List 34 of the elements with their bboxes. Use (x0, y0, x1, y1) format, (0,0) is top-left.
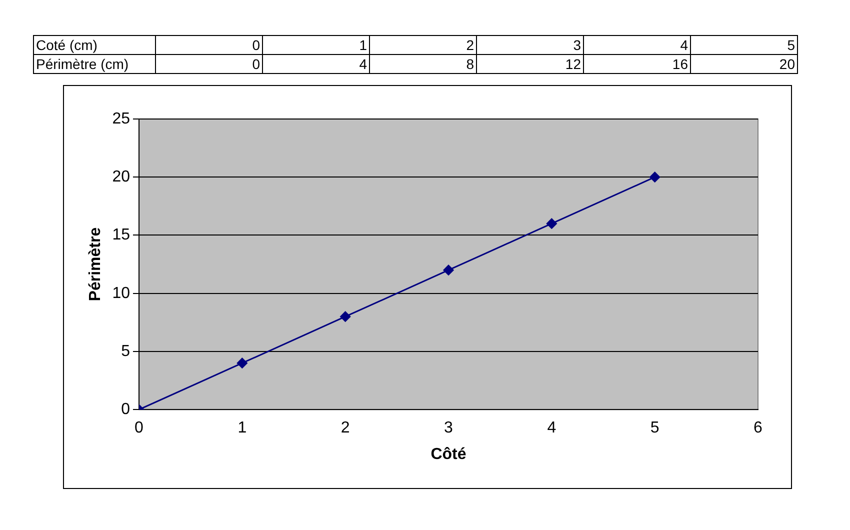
y-tick-label: 0 (121, 401, 130, 418)
x-tick-label: 4 (547, 420, 556, 437)
data-label: 12 (476, 54, 584, 74)
y-tick-label: 5 (121, 342, 130, 360)
y-tick-label: 15 (112, 226, 130, 244)
x-tick-label: 2 (370, 36, 476, 54)
y-tick-label: 20 (112, 168, 130, 186)
x-tick-label: 4 (584, 36, 690, 54)
y-tick-label: 25 (112, 110, 130, 128)
x-tick-label: 2 (340, 420, 350, 437)
x-tick-label: 1 (238, 420, 247, 437)
point (236, 358, 248, 368)
point (650, 172, 660, 182)
x-tick-label: 1 (262, 36, 370, 54)
x-tick-label: 6 (754, 420, 763, 437)
data-label: 4 (262, 54, 370, 74)
x-tick-label: 3 (476, 36, 584, 54)
y-tick-label: 10 (112, 284, 130, 302)
y-tick-label: Périmètre (cm) (34, 54, 156, 74)
data-label: 20 (690, 54, 798, 74)
x-tick-label: 0 (156, 36, 262, 54)
data-label: 8 (370, 54, 476, 74)
data-label: 16 (584, 54, 690, 74)
x-tick-label: 5 (650, 420, 660, 437)
point (546, 218, 557, 229)
y-axis-title: Périmètre (87, 227, 104, 302)
x-tick-label: 0 (134, 420, 144, 437)
point (443, 264, 454, 276)
x-axis-title: Coté (cm) (34, 36, 156, 54)
x-tick-label: 5 (690, 36, 798, 54)
x-tick-label: 3 (444, 420, 454, 437)
data-label: 0 (156, 54, 262, 74)
x-axis-title: Côté (430, 446, 466, 463)
point (340, 311, 351, 322)
